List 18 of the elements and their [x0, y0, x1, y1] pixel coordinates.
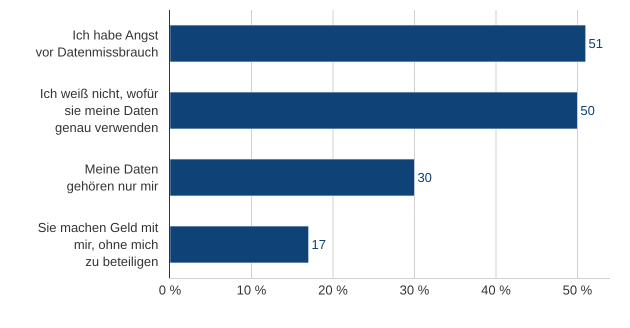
x-tick-label: 30 %: [400, 282, 430, 298]
data-label: 51: [588, 36, 604, 52]
x-tick-label: 10 %: [236, 282, 267, 298]
data-label: 30: [417, 170, 432, 185]
y-tick-label: Sie machen Geld mit mir, ohne mich zu beteiligen: [38, 220, 159, 269]
bar: [170, 92, 578, 130]
bar: [170, 226, 309, 264]
data-label: 17: [312, 237, 326, 252]
bar: [170, 158, 415, 196]
y-tick-label: Ich weiß nicht, wofür sie meine Daten genau verwenden: [40, 86, 160, 135]
data-label: 50: [580, 103, 595, 118]
y-tick-label: Ich habe Angst vor Datenmissbrauch: [36, 28, 159, 60]
x-tick-label: 40 %: [481, 282, 512, 298]
x-tick-label: 0 %: [158, 282, 182, 298]
x-tick-label: 20 %: [318, 282, 348, 298]
bar: [170, 24, 586, 62]
y-tick-label: Meine Daten gehören nur mir: [66, 162, 160, 194]
x-tick-label: 50 %: [562, 282, 593, 298]
